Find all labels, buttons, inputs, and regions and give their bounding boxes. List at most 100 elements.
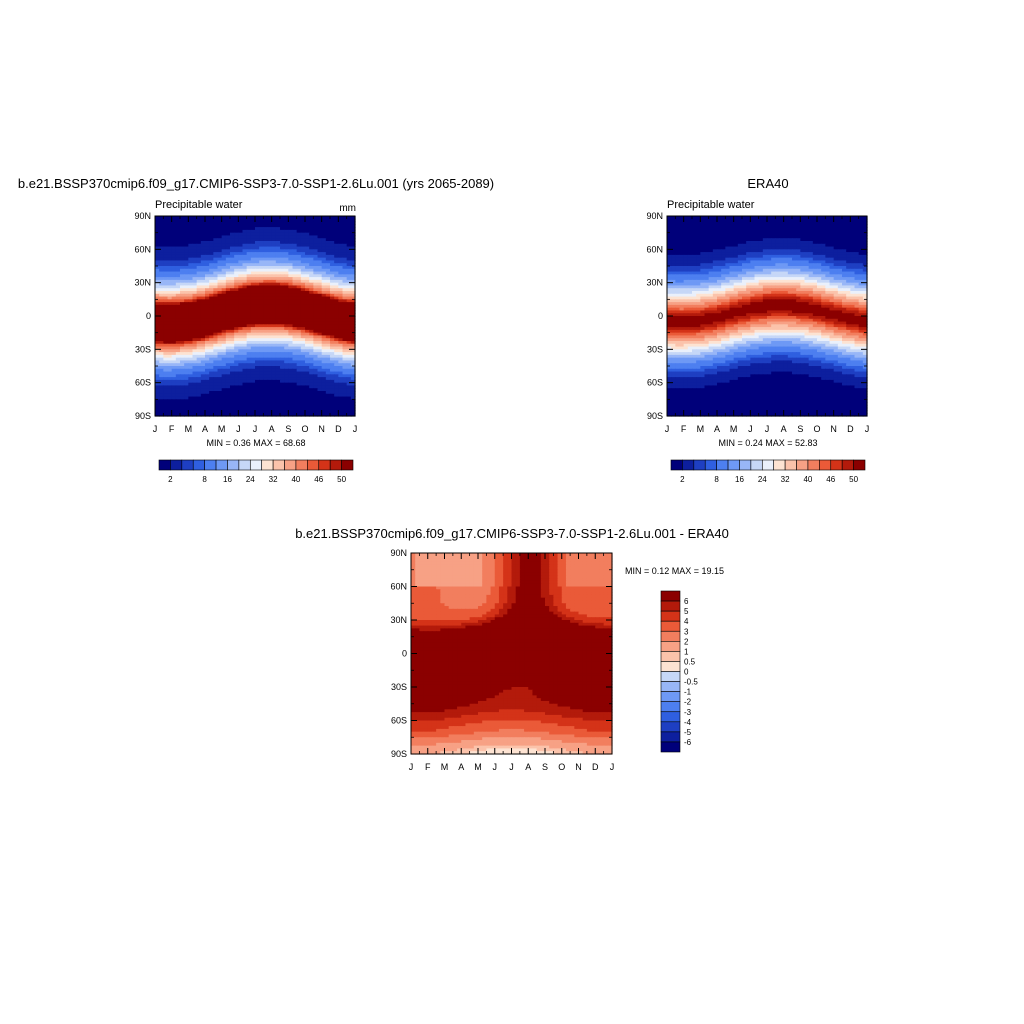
- field-cell: [246, 382, 252, 387]
- field-cell: [221, 385, 227, 389]
- field-cell: [205, 299, 210, 303]
- field-cell: [217, 388, 223, 392]
- field-cell: [350, 318, 356, 323]
- field-cell: [342, 371, 348, 375]
- field-cell: [230, 379, 235, 384]
- field-cell: [267, 282, 273, 287]
- field-cell: [762, 263, 768, 267]
- field-cell: [334, 263, 339, 267]
- field-cell: [180, 260, 185, 264]
- field-cell: [779, 235, 785, 239]
- field-cell: [717, 285, 722, 289]
- field-cell: [292, 379, 298, 384]
- field-cell: [309, 399, 314, 403]
- field-cell: [280, 221, 285, 225]
- field-cell: [313, 327, 319, 331]
- field-cell: [721, 291, 726, 295]
- field-cell: [284, 413, 289, 417]
- field-cell: [230, 377, 235, 381]
- field-cell: [246, 341, 252, 345]
- field-cell: [342, 318, 348, 323]
- field-cell: [292, 263, 298, 267]
- field-cell: [300, 291, 306, 295]
- field-cell: [796, 266, 801, 270]
- field-cell: [667, 241, 672, 245]
- field-cell: [338, 268, 344, 273]
- field-cell: [296, 388, 302, 392]
- field-cell: [305, 352, 310, 356]
- field-cell: [296, 266, 302, 270]
- field-cell: [250, 279, 256, 284]
- field-cell: [667, 229, 672, 234]
- field-cell: [259, 382, 264, 387]
- colorbar-swatch: [329, 459, 342, 471]
- field-cell: [180, 321, 185, 325]
- field-cell: [334, 274, 339, 278]
- field-cell: [230, 271, 235, 275]
- field-cell: [246, 324, 252, 328]
- field-cell: [155, 221, 160, 225]
- field-cell: [242, 241, 248, 245]
- field-cell: [284, 263, 289, 267]
- field-cell: [255, 221, 260, 225]
- field-cell: [159, 291, 164, 295]
- field-cell: [350, 382, 356, 387]
- field-cell: [234, 413, 239, 417]
- field-cell: [833, 260, 839, 264]
- field-cell: [667, 221, 672, 225]
- field-cell: [271, 354, 277, 359]
- field-cell: [155, 374, 160, 378]
- field-cell: [779, 216, 785, 220]
- field-cell: [250, 288, 256, 292]
- field-cell: [259, 393, 264, 398]
- field-cell: [284, 388, 289, 392]
- field-cell: [334, 285, 339, 289]
- field-cell: [704, 263, 710, 267]
- field-cell: [850, 271, 856, 275]
- field-cell: [234, 282, 239, 287]
- field-cell: [238, 349, 244, 353]
- field-cell: [775, 246, 781, 250]
- field-cell: [175, 335, 181, 339]
- panel-obs: ERA40 Precipitable water J F M A M J J A S O N D J90…: [646, 176, 869, 484]
- field-cell: [275, 296, 281, 300]
- field-cell: [292, 238, 298, 242]
- field-cell: [737, 235, 743, 239]
- field-cell: [209, 277, 214, 281]
- field-cell: [350, 343, 356, 348]
- field-cell: [200, 224, 206, 228]
- field-cell: [188, 374, 194, 378]
- field-cell: [171, 349, 177, 353]
- field-cell: [792, 266, 797, 270]
- field-cell: [221, 263, 227, 267]
- field-cell: [259, 371, 264, 375]
- field-cell: [762, 268, 768, 273]
- field-cell: [842, 293, 847, 298]
- field-cell: [255, 318, 260, 323]
- field-cell: [250, 232, 256, 237]
- field-cell: [317, 310, 323, 314]
- field-cell: [255, 254, 260, 259]
- field-cell: [234, 399, 239, 403]
- field-cell: [292, 310, 298, 314]
- field-cell: [230, 310, 235, 314]
- field-cell: [346, 407, 352, 412]
- field-cell: [334, 335, 339, 339]
- field-cell: [317, 321, 323, 325]
- field-cell: [346, 254, 352, 259]
- field-cell: [217, 249, 223, 253]
- field-cell: [259, 338, 264, 342]
- field-cell: [284, 232, 289, 237]
- field-cell: [767, 291, 772, 295]
- field-cell: [346, 216, 352, 220]
- field-cell: [305, 316, 310, 320]
- field-cell: [338, 341, 344, 345]
- field-cell: [196, 243, 202, 248]
- field-cell: [250, 310, 256, 314]
- colorbar-label: 40: [291, 475, 300, 484]
- field-cell: [787, 266, 793, 270]
- field-cell: [255, 321, 260, 325]
- field-cell: [221, 377, 227, 381]
- field-cell: [854, 227, 860, 231]
- field-cell: [317, 318, 323, 323]
